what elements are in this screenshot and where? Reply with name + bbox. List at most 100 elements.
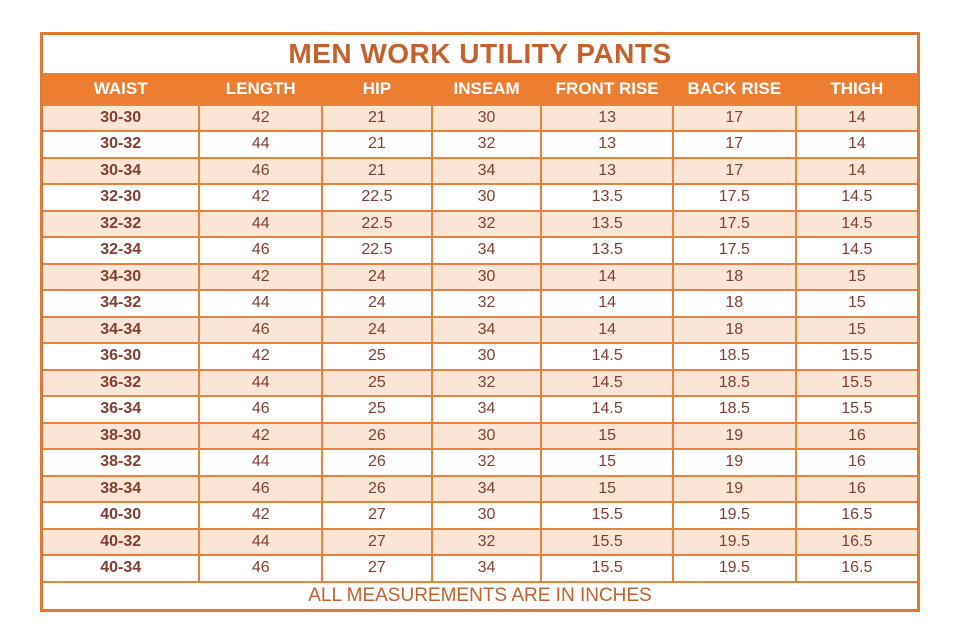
table-row: 40-32 44 27 32 15.5 19.5 16.5	[40, 527, 920, 556]
cell-inseam: 34	[430, 554, 543, 583]
cell-front-rise: 15	[540, 421, 674, 450]
column-header-thigh: THIGH	[794, 72, 920, 106]
cell-hip: 25	[321, 395, 433, 424]
cell-thigh: 14	[794, 130, 920, 159]
cell-inseam: 30	[430, 421, 543, 450]
cell-waist: 40-34	[40, 554, 201, 583]
cell-hip: 26	[321, 474, 433, 503]
cell-back-rise: 17	[671, 130, 797, 159]
cell-thigh: 15	[794, 289, 920, 318]
cell-waist: 40-30	[40, 501, 201, 530]
cell-hip: 25	[321, 342, 433, 371]
cell-inseam: 32	[430, 289, 543, 318]
cell-length: 42	[198, 421, 324, 450]
cell-hip: 26	[321, 448, 433, 477]
cell-thigh: 14	[794, 103, 920, 132]
cell-length: 46	[198, 395, 324, 424]
cell-length: 42	[198, 501, 324, 530]
footnote: ALL MEASUREMENTS ARE IN INCHES	[40, 580, 920, 612]
cell-thigh: 14.5	[794, 236, 920, 265]
cell-thigh: 16.5	[794, 501, 920, 530]
cell-waist: 38-32	[40, 448, 201, 477]
cell-back-rise: 19	[671, 474, 797, 503]
table-row: 32-32 44 22.5 32 13.5 17.5 14.5	[40, 209, 920, 238]
cell-hip: 27	[321, 554, 433, 583]
cell-hip: 24	[321, 262, 433, 291]
page-title: MEN WORK UTILITY PANTS	[40, 32, 920, 75]
cell-hip: 25	[321, 368, 433, 397]
cell-thigh: 14.5	[794, 209, 920, 238]
cell-thigh: 15	[794, 262, 920, 291]
column-header-hip: HIP	[321, 72, 433, 106]
cell-back-rise: 19.5	[671, 501, 797, 530]
cell-back-rise: 18	[671, 262, 797, 291]
cell-inseam: 32	[430, 448, 543, 477]
cell-length: 44	[198, 368, 324, 397]
cell-length: 44	[198, 289, 324, 318]
cell-waist: 32-32	[40, 209, 201, 238]
cell-inseam: 32	[430, 130, 543, 159]
cell-inseam: 32	[430, 368, 543, 397]
cell-hip: 27	[321, 527, 433, 556]
cell-thigh: 16.5	[794, 554, 920, 583]
cell-back-rise: 17.5	[671, 209, 797, 238]
cell-inseam: 30	[430, 103, 543, 132]
cell-thigh: 16	[794, 474, 920, 503]
cell-waist: 36-30	[40, 342, 201, 371]
table-row: 32-30 42 22.5 30 13.5 17.5 14.5	[40, 183, 920, 212]
cell-waist: 32-30	[40, 183, 201, 212]
cell-back-rise: 19	[671, 448, 797, 477]
cell-back-rise: 17.5	[671, 236, 797, 265]
table-row: 38-32 44 26 32 15 19 16	[40, 448, 920, 477]
cell-hip: 22.5	[321, 236, 433, 265]
column-header-back-rise: BACK RISE	[671, 72, 797, 106]
header-row: WAIST LENGTH HIP INSEAM FRONT RISE BACK …	[40, 72, 920, 106]
cell-length: 44	[198, 209, 324, 238]
cell-thigh: 15.5	[794, 368, 920, 397]
cell-front-rise: 15.5	[540, 554, 674, 583]
cell-thigh: 16	[794, 421, 920, 450]
table-row: 30-34 46 21 34 13 17 14	[40, 156, 920, 185]
cell-front-rise: 13	[540, 130, 674, 159]
cell-hip: 22.5	[321, 209, 433, 238]
cell-back-rise: 19	[671, 421, 797, 450]
cell-front-rise: 13	[540, 103, 674, 132]
cell-thigh: 14.5	[794, 183, 920, 212]
cell-back-rise: 19.5	[671, 527, 797, 556]
cell-front-rise: 15	[540, 474, 674, 503]
cell-thigh: 14	[794, 156, 920, 185]
table-row: 34-30 42 24 30 14 18 15	[40, 262, 920, 291]
cell-front-rise: 13.5	[540, 183, 674, 212]
table-row: 30-30 42 21 30 13 17 14	[40, 103, 920, 132]
cell-length: 42	[198, 342, 324, 371]
cell-length: 44	[198, 527, 324, 556]
cell-length: 46	[198, 554, 324, 583]
cell-thigh: 15	[794, 315, 920, 344]
table-row: 30-32 44 21 32 13 17 14	[40, 130, 920, 159]
cell-inseam: 34	[430, 315, 543, 344]
cell-waist: 34-34	[40, 315, 201, 344]
column-header-waist: WAIST	[40, 72, 201, 106]
cell-hip: 27	[321, 501, 433, 530]
cell-front-rise: 15	[540, 448, 674, 477]
cell-hip: 22.5	[321, 183, 433, 212]
table-row: 34-34 46 24 34 14 18 15	[40, 315, 920, 344]
table-row: 40-34 46 27 34 15.5 19.5 16.5	[40, 554, 920, 583]
cell-inseam: 34	[430, 236, 543, 265]
cell-waist: 40-32	[40, 527, 201, 556]
cell-thigh: 16	[794, 448, 920, 477]
cell-waist: 36-34	[40, 395, 201, 424]
cell-thigh: 15.5	[794, 342, 920, 371]
cell-length: 46	[198, 474, 324, 503]
cell-front-rise: 14.5	[540, 342, 674, 371]
cell-front-rise: 14	[540, 315, 674, 344]
cell-length: 46	[198, 236, 324, 265]
cell-back-rise: 18	[671, 315, 797, 344]
table-row: 40-30 42 27 30 15.5 19.5 16.5	[40, 501, 920, 530]
cell-front-rise: 13.5	[540, 209, 674, 238]
cell-back-rise: 18	[671, 289, 797, 318]
cell-front-rise: 14.5	[540, 395, 674, 424]
cell-waist: 38-34	[40, 474, 201, 503]
cell-inseam: 32	[430, 527, 543, 556]
